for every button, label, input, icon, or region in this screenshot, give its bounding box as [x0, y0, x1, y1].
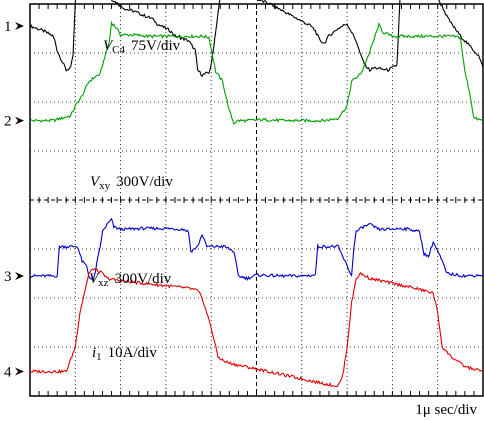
- channel-marker-3: 3: [4, 269, 24, 285]
- label-scale: 300V/div: [115, 271, 172, 287]
- label-scale: 300V/div: [116, 174, 173, 190]
- traces: [29, 0, 484, 388]
- label-symbol: V: [89, 271, 100, 287]
- label-subscript: xz: [98, 277, 109, 289]
- channel-arrow-icon: [15, 271, 24, 280]
- channel-number: 2: [4, 114, 12, 130]
- label-symbol: i: [92, 345, 96, 361]
- channel-label-4: i1 10A/div: [92, 345, 157, 363]
- trace-v-xz: [29, 217, 484, 282]
- label-symbol: V: [103, 38, 114, 54]
- channel-label-1: VC4 75V/div: [103, 38, 181, 56]
- channel-label-2: Vxy 300V/div: [90, 174, 173, 192]
- channel-arrow-icon: [15, 22, 24, 31]
- channel-label-3: Vxz 300V/div: [89, 271, 172, 289]
- channel-number: 4: [4, 365, 12, 381]
- label-subscript: xy: [99, 180, 111, 192]
- channel-markers: 1 2 3 4: [4, 19, 24, 381]
- channel-marker-1: 1: [4, 19, 24, 35]
- grid: [29, 4, 484, 396]
- channel-marker-2: 2: [4, 114, 24, 130]
- channel-number: 3: [4, 269, 12, 285]
- plot-frame: [29, 3, 484, 397]
- channel-marker-4: 4: [4, 365, 24, 381]
- trace-i-1: [29, 268, 484, 388]
- plot-border: [29, 3, 484, 397]
- trace-v-xy: [29, 20, 484, 125]
- label-subscript: C4: [112, 44, 125, 56]
- label-subscript: 1: [96, 351, 102, 363]
- x-axis-label: 1μ sec/div: [415, 402, 477, 418]
- channel-arrow-icon: [15, 367, 24, 376]
- label-symbol: V: [90, 174, 101, 190]
- label-scale: 75V/div: [131, 38, 181, 54]
- channel-number: 1: [4, 19, 12, 35]
- channel-arrow-icon: [15, 116, 24, 125]
- label-scale: 10A/div: [108, 345, 158, 361]
